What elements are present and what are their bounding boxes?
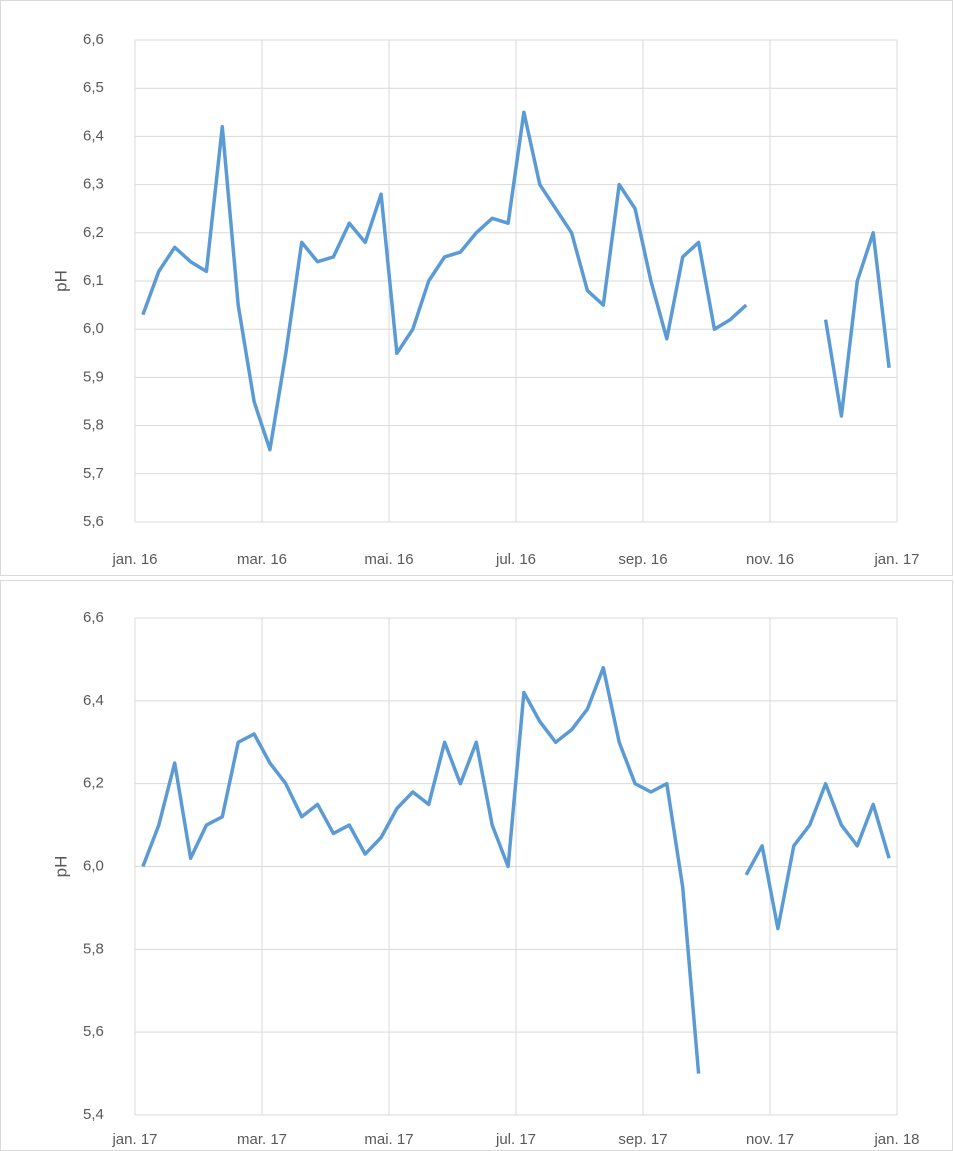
chart-frame [0,0,953,576]
y-tick-label: 6,4 [83,692,104,709]
y-tick-label: 6,2 [83,224,104,241]
x-tick-label: mai. 16 [364,551,413,568]
x-tick-label: jul. 17 [495,1131,536,1148]
y-tick-label: 6,0 [83,857,104,874]
x-tick-label: mai. 17 [364,1131,413,1148]
x-tick-label: jul. 16 [495,551,536,568]
x-tick-label: mar. 16 [237,551,287,568]
y-tick-label: 6,1 [83,272,104,289]
y-tick-label: 5,6 [83,1023,104,1040]
y-tick-label: 6,4 [83,127,104,144]
y-axis-label: pH [51,270,70,292]
x-tick-label: jan. 16 [111,551,157,568]
y-tick-label: 6,2 [83,775,104,792]
y-tick-label: 5,4 [83,1106,104,1123]
x-tick-label: sep. 16 [618,551,667,568]
x-tick-label: nov. 16 [746,551,794,568]
x-tick-label: mar. 17 [237,1131,287,1148]
data-line [141,110,891,452]
y-tick-label: 5,9 [83,368,104,385]
data-line [141,665,891,1074]
y-axis-label: pH [51,856,70,878]
chart-frame [0,580,953,1151]
y-tick-label: 5,8 [83,940,104,957]
y-tick-label: 6,5 [83,79,104,96]
x-tick-label: sep. 17 [618,1131,667,1148]
y-tick-label: 5,7 [83,465,104,482]
x-tick-label: jan. 17 [873,551,919,568]
y-tick-label: 6,0 [83,320,104,337]
y-tick-label: 6,6 [83,609,104,626]
x-tick-label: nov. 17 [746,1131,794,1148]
y-tick-label: 6,3 [83,176,104,193]
x-tick-label: jan. 17 [111,1131,157,1148]
y-tick-label: 6,6 [83,31,104,48]
y-tick-label: 5,6 [83,513,104,530]
x-tick-label: jan. 18 [873,1131,919,1148]
y-tick-label: 5,8 [83,417,104,434]
